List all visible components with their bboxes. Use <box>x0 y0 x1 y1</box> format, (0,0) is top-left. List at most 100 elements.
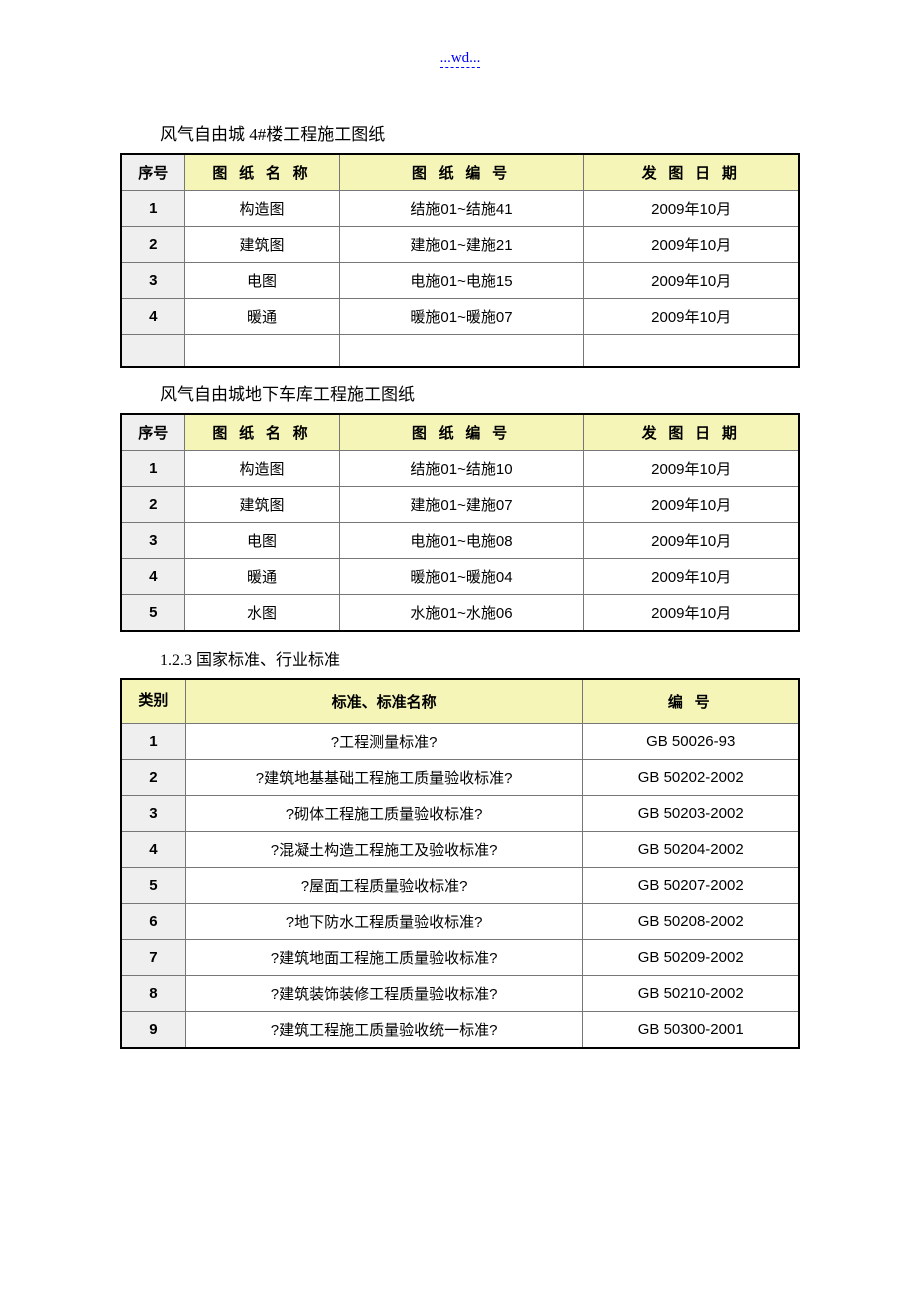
cell-code: 电施01~电施08 <box>339 523 584 559</box>
table-row: 5 ?屋面工程质量验收标准? GB 50207-2002 <box>121 868 799 904</box>
col-date: 发 图 日 期 <box>584 154 799 191</box>
table-row: 1 构造图 结施01~结施10 2009年10月 <box>121 451 799 487</box>
drawings-table-2: 序号 图 纸 名 称 图 纸 编 号 发 图 日 期 1 构造图 结施01~结施… <box>120 413 800 632</box>
table-row: 3 ?砌体工程施工质量验收标准? GB 50203-2002 <box>121 796 799 832</box>
cell-seq: 4 <box>121 299 185 335</box>
cell-cat: 4 <box>121 832 185 868</box>
cell-std-code: GB 50209-2002 <box>583 940 799 976</box>
cell-seq: 2 <box>121 487 185 523</box>
cell-std-code: GB 50204-2002 <box>583 832 799 868</box>
cell-date: 2009年10月 <box>584 523 799 559</box>
cell-name: 建筑图 <box>185 487 339 523</box>
cell-seq: 3 <box>121 523 185 559</box>
cell-std-name: ?屋面工程质量验收标准? <box>185 868 583 904</box>
cell-cat: 7 <box>121 940 185 976</box>
table1-caption: 风气自由城 4#楼工程施工图纸 <box>160 120 800 145</box>
cell-date: 2009年10月 <box>584 595 799 632</box>
col-seq: 序号 <box>121 154 185 191</box>
cell-std-code: GB 50202-2002 <box>583 760 799 796</box>
cell-date: 2009年10月 <box>584 487 799 523</box>
table-row: 4 暖通 暖施01~暖施04 2009年10月 <box>121 559 799 595</box>
cell-code: 暖施01~暖施07 <box>339 299 584 335</box>
table-row: 1 构造图 结施01~结施41 2009年10月 <box>121 191 799 227</box>
cell-date: 2009年10月 <box>584 559 799 595</box>
cell-name <box>185 335 339 368</box>
cell-std-name: ?工程测量标准? <box>185 724 583 760</box>
table-row: 2 建筑图 建施01~建施07 2009年10月 <box>121 487 799 523</box>
table-row: 1 ?工程测量标准? GB 50026-93 <box>121 724 799 760</box>
cell-code: 水施01~水施06 <box>339 595 584 632</box>
cell-code: 结施01~结施10 <box>339 451 584 487</box>
cell-date: 2009年10月 <box>584 263 799 299</box>
col-code: 图 纸 编 号 <box>339 154 584 191</box>
cell-seq: 2 <box>121 227 185 263</box>
cell-code: 电施01~电施15 <box>339 263 584 299</box>
cell-name: 水图 <box>185 595 339 632</box>
cell-name: 构造图 <box>185 451 339 487</box>
table-row <box>121 335 799 368</box>
cell-cat: 8 <box>121 976 185 1012</box>
table-row: 4 暖通 暖施01~暖施07 2009年10月 <box>121 299 799 335</box>
table-row: 2 ?建筑地基基础工程施工质量验收标准? GB 50202-2002 <box>121 760 799 796</box>
col-name: 图 纸 名 称 <box>185 154 339 191</box>
cell-cat: 3 <box>121 796 185 832</box>
cell-std-name: ?地下防水工程质量验收标准? <box>185 904 583 940</box>
cell-date: 2009年10月 <box>584 191 799 227</box>
table-header-row: 序号 图 纸 名 称 图 纸 编 号 发 图 日 期 <box>121 154 799 191</box>
cell-seq <box>121 335 185 368</box>
cell-std-name: ?混凝土构造工程施工及验收标准? <box>185 832 583 868</box>
cell-date: 2009年10月 <box>584 227 799 263</box>
table-row: 2 建筑图 建施01~建施21 2009年10月 <box>121 227 799 263</box>
header-link[interactable]: ...wd... <box>440 50 481 68</box>
cell-name: 电图 <box>185 523 339 559</box>
cell-cat: 6 <box>121 904 185 940</box>
cell-std-name: ?建筑工程施工质量验收统一标准? <box>185 1012 583 1049</box>
cell-name: 电图 <box>185 263 339 299</box>
col-category: 类别 <box>121 679 185 724</box>
cell-date: 2009年10月 <box>584 451 799 487</box>
cell-cat: 2 <box>121 760 185 796</box>
cell-seq: 1 <box>121 191 185 227</box>
cell-std-name: ?砌体工程施工质量验收标准? <box>185 796 583 832</box>
cell-seq: 1 <box>121 451 185 487</box>
col-std-name: 标准、标准名称 <box>185 679 583 724</box>
cell-std-code: GB 50210-2002 <box>583 976 799 1012</box>
cell-std-code: GB 50207-2002 <box>583 868 799 904</box>
drawings-table-1: 序号 图 纸 名 称 图 纸 编 号 发 图 日 期 1 构造图 结施01~结施… <box>120 153 800 368</box>
table-row: 3 电图 电施01~电施15 2009年10月 <box>121 263 799 299</box>
cell-date <box>584 335 799 368</box>
cell-cat: 9 <box>121 1012 185 1049</box>
table-row: 3 电图 电施01~电施08 2009年10月 <box>121 523 799 559</box>
cell-seq: 4 <box>121 559 185 595</box>
table-row: 5 水图 水施01~水施06 2009年10月 <box>121 595 799 632</box>
cell-std-name: ?建筑地面工程施工质量验收标准? <box>185 940 583 976</box>
cell-std-code: GB 50300-2001 <box>583 1012 799 1049</box>
cell-name: 构造图 <box>185 191 339 227</box>
cell-std-name: ?建筑地基基础工程施工质量验收标准? <box>185 760 583 796</box>
standards-table: 类别 标准、标准名称 编 号 1 ?工程测量标准? GB 50026-93 2 … <box>120 678 800 1049</box>
cell-code: 建施01~建施07 <box>339 487 584 523</box>
col-name: 图 纸 名 称 <box>185 414 339 451</box>
cell-seq: 5 <box>121 595 185 632</box>
cell-seq: 3 <box>121 263 185 299</box>
col-date: 发 图 日 期 <box>584 414 799 451</box>
cell-name: 暖通 <box>185 559 339 595</box>
table-row: 6 ?地下防水工程质量验收标准? GB 50208-2002 <box>121 904 799 940</box>
cell-std-code: GB 50208-2002 <box>583 904 799 940</box>
cell-code <box>339 335 584 368</box>
table-row: 8 ?建筑装饰装修工程质量验收标准? GB 50210-2002 <box>121 976 799 1012</box>
cell-date: 2009年10月 <box>584 299 799 335</box>
table2-caption: 风气自由城地下车库工程施工图纸 <box>160 380 800 405</box>
table-row: 9 ?建筑工程施工质量验收统一标准? GB 50300-2001 <box>121 1012 799 1049</box>
table-row: 4 ?混凝土构造工程施工及验收标准? GB 50204-2002 <box>121 832 799 868</box>
cell-std-code: GB 50026-93 <box>583 724 799 760</box>
col-std-code: 编 号 <box>583 679 799 724</box>
cell-name: 建筑图 <box>185 227 339 263</box>
cell-std-code: GB 50203-2002 <box>583 796 799 832</box>
cell-code: 建施01~建施21 <box>339 227 584 263</box>
col-seq: 序号 <box>121 414 185 451</box>
col-code: 图 纸 编 号 <box>339 414 584 451</box>
table-header-row: 序号 图 纸 名 称 图 纸 编 号 发 图 日 期 <box>121 414 799 451</box>
section-heading: 1.2.3 国家标准、行业标准 <box>160 646 800 670</box>
cell-cat: 5 <box>121 868 185 904</box>
